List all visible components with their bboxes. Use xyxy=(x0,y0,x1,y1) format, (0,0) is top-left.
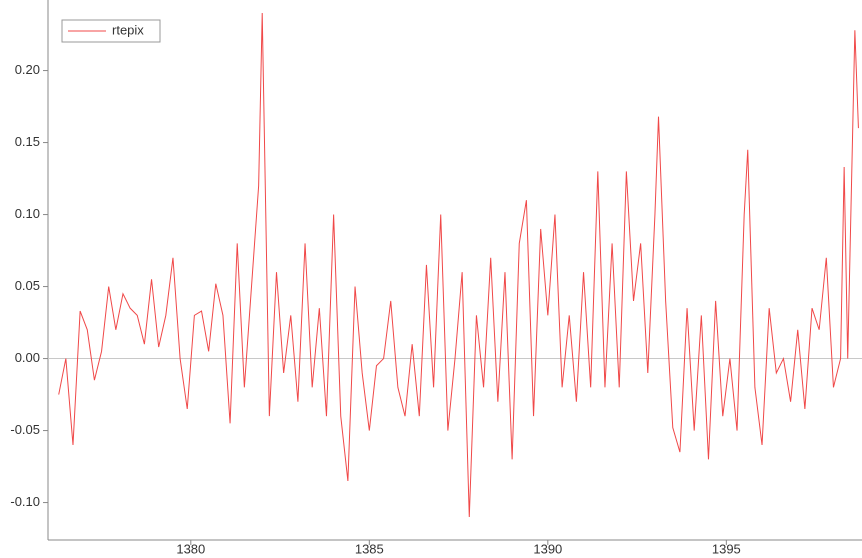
x-tick-label: 1385 xyxy=(355,541,384,556)
data-line xyxy=(58,12,859,517)
y-tick-label: 0.20 xyxy=(15,62,40,77)
y-tick-label: 0.10 xyxy=(15,206,40,221)
y-tick-label: -0.10 xyxy=(10,494,40,509)
y-tick-label: 0.00 xyxy=(15,350,40,365)
y-tick-label: 0.05 xyxy=(15,278,40,293)
x-tick-label: 1395 xyxy=(712,541,741,556)
legend-box xyxy=(61,19,161,43)
x-tick-label: 1380 xyxy=(176,541,205,556)
y-tick-label: 0.15 xyxy=(15,134,40,149)
x-tick-label: 1390 xyxy=(533,541,562,556)
y-tick-label: -0.05 xyxy=(10,422,40,437)
legend-label: rtepix xyxy=(112,22,144,37)
